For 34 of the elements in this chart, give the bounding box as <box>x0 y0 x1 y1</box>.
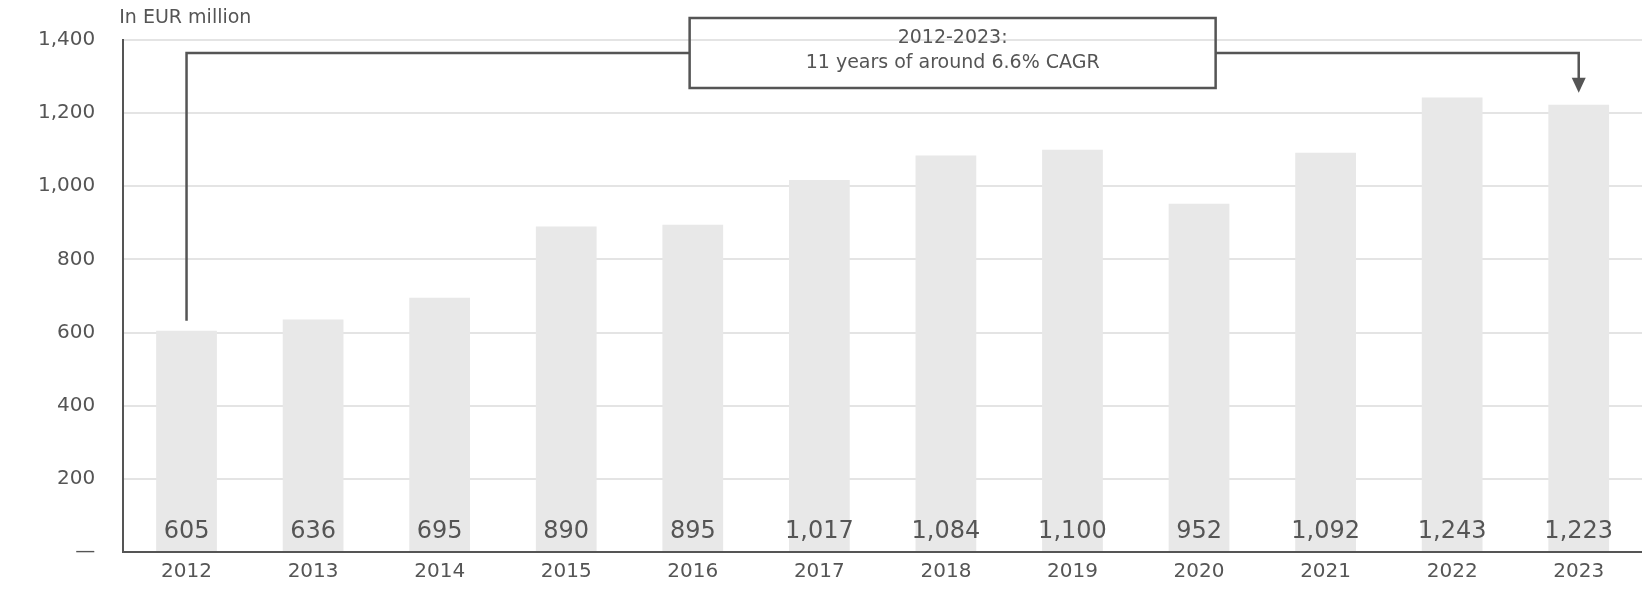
data-label: 1,084 <box>911 516 981 544</box>
y-tick-label: 200 <box>57 465 96 490</box>
y-tick-label: 400 <box>57 391 96 416</box>
annotation: 2012-2023: 11 years of around 6.6% CAGR <box>804 24 1101 74</box>
x-tick-label: 2022 <box>1426 558 1478 583</box>
data-label: 1,243 <box>1417 516 1487 544</box>
x-tick-label: 2015 <box>540 558 592 583</box>
x-tick-label: 2014 <box>414 558 466 583</box>
x-tick-label: 2017 <box>793 558 845 583</box>
y-tick-label: 800 <box>57 245 96 270</box>
data-label: 1,092 <box>1291 516 1360 544</box>
x-tick-label: 2020 <box>1173 558 1225 583</box>
y-axis-title: In EUR million <box>119 5 252 27</box>
data-label: 1,223 <box>1544 516 1614 544</box>
x-tick-label: 2018 <box>920 558 972 583</box>
data-label: 605 <box>163 516 210 544</box>
data-label: 695 <box>416 516 463 544</box>
x-tick-label: 2012 <box>161 558 212 583</box>
y-tick-label: 1,200 <box>37 99 96 124</box>
data-label: 1,017 <box>784 516 854 544</box>
x-tick-label: 2016 <box>667 558 719 583</box>
data-label: 636 <box>290 516 337 544</box>
data-label: 890 <box>543 516 590 544</box>
y-tick-label: 1,000 <box>37 172 96 197</box>
x-tick-label: 2023 <box>1553 558 1605 583</box>
y-tick-label: 600 <box>57 318 96 343</box>
data-label: 952 <box>1176 516 1222 544</box>
data-label: 1,100 <box>1038 516 1107 544</box>
x-tick-label: 2013 <box>287 558 339 583</box>
x-tick-label: 2019 <box>1047 558 1098 583</box>
y-tick-label: 1,400 <box>37 26 96 51</box>
data-label: 895 <box>669 516 716 544</box>
y-tick-label: — <box>75 538 96 563</box>
x-tick-label: 2021 <box>1300 558 1352 583</box>
